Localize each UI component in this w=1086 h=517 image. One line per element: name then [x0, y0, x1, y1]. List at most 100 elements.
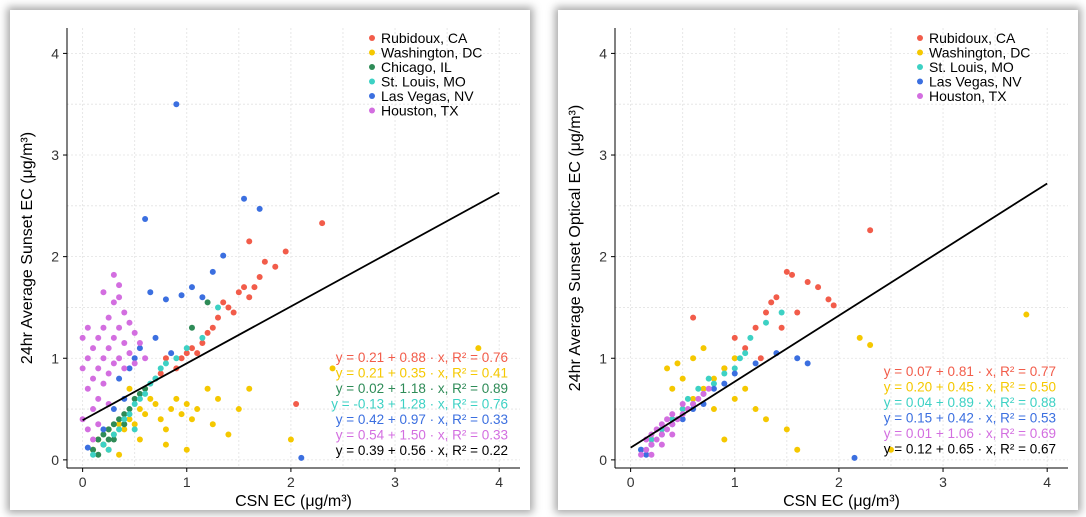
data-point: [669, 411, 676, 418]
legend-marker: [917, 93, 923, 99]
data-point: [188, 416, 195, 423]
data-point: [721, 380, 728, 387]
data-point: [100, 289, 107, 296]
data-point: [742, 345, 749, 352]
x-axis-label: CSN EC (μg/m³): [235, 493, 352, 510]
data-point: [116, 426, 123, 433]
fit-equations: y = 0.07 + 0.81 · x, R² = 0.77y = 0.20 +…: [884, 364, 1056, 457]
data-point: [643, 446, 650, 453]
x-tick-label: 2: [287, 474, 295, 490]
data-point: [100, 355, 107, 362]
data-point: [126, 350, 133, 357]
x-tick-label: 3: [939, 474, 947, 490]
data-point: [695, 395, 702, 402]
data-point: [157, 370, 164, 377]
legend-marker: [369, 35, 375, 41]
data-point: [95, 451, 102, 458]
data-point: [188, 284, 195, 291]
data-point: [126, 411, 133, 418]
data-point: [804, 360, 811, 367]
data-point: [700, 385, 707, 392]
data-point: [679, 400, 686, 407]
data-point: [705, 385, 712, 392]
data-point: [173, 101, 180, 108]
data-point: [131, 395, 138, 402]
data-point: [121, 421, 128, 428]
data-point: [194, 406, 201, 413]
data-point: [121, 411, 128, 418]
plot-background: [615, 28, 1068, 468]
data-point: [199, 334, 206, 341]
legend-marker: [917, 49, 923, 56]
fit-equation: y = -0.13 + 1.28 · x, R² = 0.76: [331, 397, 508, 412]
data-point: [116, 294, 123, 301]
data-point: [100, 431, 107, 438]
data-point: [209, 324, 216, 331]
data-point: [658, 431, 665, 438]
data-point: [147, 395, 154, 402]
data-point: [783, 426, 790, 433]
data-point: [752, 360, 759, 367]
fit-equation: y = 0.01 + 1.06 · x, R² = 0.69: [884, 426, 1056, 441]
data-point: [105, 426, 112, 433]
data-point: [215, 395, 221, 402]
data-point: [110, 421, 117, 428]
data-point: [105, 436, 112, 443]
y-axis-label: 24hr Average Sunset EC (μg/m³): [19, 132, 36, 364]
data-point: [731, 365, 738, 372]
data-point: [664, 426, 671, 433]
data-point: [246, 238, 253, 245]
data-point: [319, 220, 326, 227]
data-point: [763, 319, 769, 326]
data-point: [664, 416, 671, 423]
data-point: [136, 395, 143, 402]
data-point: [220, 252, 227, 259]
data-point: [110, 406, 117, 413]
legend-label: Las Vegas, NV: [381, 88, 474, 104]
data-point: [690, 400, 697, 407]
data-point: [830, 302, 837, 309]
data-point: [251, 284, 258, 291]
data-point: [142, 216, 149, 223]
data-point: [168, 406, 175, 413]
data-point: [110, 431, 117, 438]
data-point: [710, 375, 717, 382]
data-point: [110, 299, 117, 306]
data-point: [168, 350, 175, 357]
data-point: [329, 365, 336, 372]
data-point: [142, 355, 149, 362]
data-point: [121, 309, 128, 316]
fit-equation: y = 0.42 + 0.97 · x, R² = 0.33: [336, 412, 508, 427]
data-points: [79, 101, 482, 461]
data-point: [116, 421, 123, 428]
data-point: [731, 395, 738, 402]
data-point: [110, 436, 117, 443]
data-point: [126, 319, 133, 326]
data-point: [131, 360, 138, 367]
data-point: [131, 329, 138, 336]
data-point: [136, 390, 143, 397]
data-point: [825, 296, 832, 303]
x-tick-label: 2: [835, 474, 843, 490]
data-point: [669, 385, 676, 392]
y-tick-label: 3: [51, 147, 59, 163]
y-axis-label: 24hr Average Sunset Optical EC (μg/m³): [567, 105, 584, 391]
data-point: [804, 279, 811, 286]
data-point: [638, 451, 645, 458]
x-tick-label: 4: [495, 474, 503, 490]
x-tick-label: 4: [1043, 474, 1051, 490]
data-point: [95, 421, 102, 428]
legend-label: St. Louis, MO: [929, 59, 1014, 75]
data-point: [757, 355, 764, 362]
data-point: [90, 451, 97, 458]
data-point: [121, 426, 128, 433]
scatter-chart-left: 0 1 2 3 4 0 1 2 3 4 CSN EC (μg/m³) 24hr Average Sun…: [19, 28, 520, 510]
data-point: [116, 355, 123, 362]
data-points: [638, 227, 1030, 461]
legend-label: Houston, TX: [929, 88, 1007, 104]
data-point: [742, 385, 749, 392]
data-point: [95, 395, 102, 402]
data-point: [84, 324, 91, 331]
data-point: [126, 406, 133, 413]
data-point: [256, 205, 263, 212]
